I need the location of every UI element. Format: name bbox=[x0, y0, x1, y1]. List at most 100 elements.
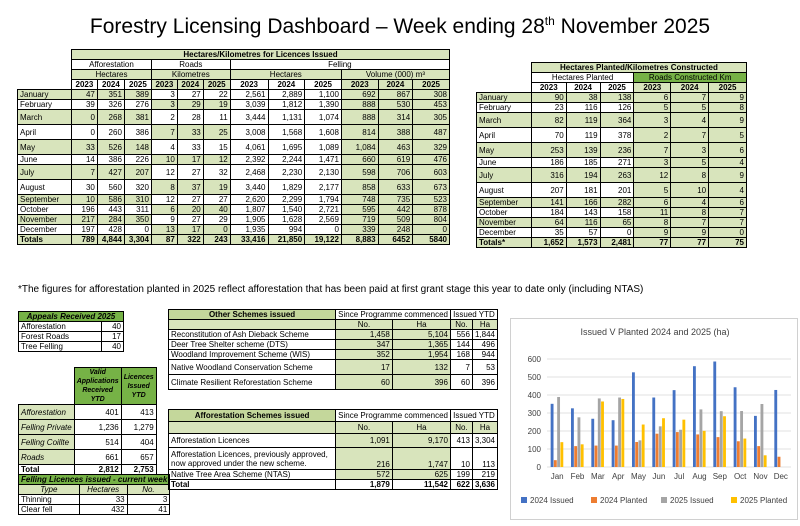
cell: 572 bbox=[335, 469, 393, 480]
month-label: October bbox=[476, 207, 532, 218]
cell: 70 bbox=[530, 127, 567, 143]
month-label: May bbox=[476, 142, 532, 158]
cell: 8 bbox=[670, 167, 710, 183]
cell: 10 bbox=[70, 194, 98, 205]
year-header: 2024 bbox=[176, 79, 204, 90]
total-cell: 243 bbox=[202, 234, 231, 245]
row-label: Afforestation Licences bbox=[167, 433, 337, 448]
cell: 388 bbox=[377, 124, 414, 140]
cell: 944 bbox=[471, 349, 499, 360]
bar-2025-issued bbox=[618, 397, 622, 467]
cell: 326 bbox=[96, 99, 125, 110]
cell: 33 bbox=[70, 139, 98, 155]
cell: 2,569 bbox=[304, 214, 342, 225]
row-label: Roads bbox=[18, 449, 75, 465]
cell: 168 bbox=[449, 349, 473, 360]
table-row: March 0 268 381 2 28 11 3,444 1,131 1,074 888 314 30… bbox=[17, 109, 450, 125]
cell: 2,244 bbox=[267, 154, 306, 165]
table-row: February 39 326 276 3 29 19 3,039 1,812 1,390 888 5… bbox=[17, 99, 450, 110]
y-tick-label: 600 bbox=[528, 355, 542, 364]
table-row: June 186 185 271 3 5 4 bbox=[476, 157, 747, 168]
table-row: November 217 284 350 9 27 29 1,905 1,628 2,569 719… bbox=[17, 214, 450, 225]
table-row: Native Woodland Conservation Scheme 17 132… bbox=[167, 359, 499, 375]
bar-2024-planted bbox=[635, 441, 639, 467]
cell: 595 bbox=[340, 204, 379, 215]
cell: 1,747 bbox=[391, 447, 451, 470]
cell: 1,540 bbox=[267, 204, 306, 215]
year-header: 2025 bbox=[708, 82, 747, 93]
bar-2025-planted bbox=[641, 424, 645, 467]
cell: 2 bbox=[633, 127, 672, 143]
cell: 858 bbox=[340, 179, 379, 195]
cell: 413 bbox=[120, 404, 157, 420]
year-header: 2023 bbox=[70, 79, 98, 90]
row-label: Felling Private bbox=[18, 419, 75, 435]
cell: 523 bbox=[412, 194, 450, 205]
total-cell: 3,304 bbox=[123, 234, 152, 245]
cell: 12 bbox=[202, 154, 231, 165]
cell: 364 bbox=[599, 112, 635, 128]
cell: 27 bbox=[176, 89, 204, 100]
cell: 6 bbox=[633, 92, 672, 103]
cell: 305 bbox=[412, 109, 450, 125]
row-label: Native Tree Area Scheme (NTAS) bbox=[167, 469, 337, 480]
bar-2024-planted bbox=[553, 460, 557, 467]
chart-svg: Issued V Planted 2024 and 2025 (ha) 0 100 2… bbox=[521, 327, 791, 505]
total-cell: 21,850 bbox=[267, 234, 306, 245]
cell: 60 bbox=[449, 374, 473, 390]
row-label: Afforestation Licences, previously appro… bbox=[167, 447, 337, 470]
total-cell: 1,652 bbox=[530, 237, 567, 248]
bar-2025-planted bbox=[560, 442, 564, 467]
cell: 28 bbox=[176, 109, 204, 125]
cell: 199 bbox=[449, 469, 473, 480]
cell: 263 bbox=[599, 167, 635, 183]
cell: 7 bbox=[70, 164, 98, 180]
cell: 60 bbox=[335, 374, 393, 390]
bar-2024-issued bbox=[713, 361, 717, 467]
cell: 9 bbox=[633, 227, 672, 238]
cell: 194 bbox=[565, 167, 601, 183]
totals-label: Totals* bbox=[476, 237, 532, 248]
cell: 19 bbox=[202, 99, 231, 110]
row-label: Reconstitution of Ash Dieback Scheme bbox=[167, 329, 337, 340]
total-cell: 789 bbox=[70, 234, 98, 245]
bar-2025-planted bbox=[662, 418, 665, 467]
cell: 38 bbox=[565, 92, 601, 103]
cell: 5 bbox=[670, 102, 710, 113]
cell: 804 bbox=[412, 214, 450, 225]
cell: 17 bbox=[176, 154, 204, 165]
month-label: November bbox=[17, 214, 72, 225]
table-row: April 0 260 386 7 33 25 3,008 1,568 1,608 814 388 48… bbox=[17, 124, 450, 140]
bar-2024-issued bbox=[774, 389, 778, 467]
bar-2024-planted bbox=[574, 446, 578, 467]
cell: 90 bbox=[530, 92, 567, 103]
x-tick-label: Mar bbox=[591, 472, 605, 481]
cell: 33 bbox=[176, 124, 204, 140]
year-header: 2023 bbox=[340, 79, 379, 90]
cell: 735 bbox=[377, 194, 414, 205]
cell: 11 bbox=[633, 207, 672, 218]
cell: 2,392 bbox=[229, 154, 269, 165]
legend-swatch bbox=[521, 497, 527, 503]
cell: 143 bbox=[565, 207, 601, 218]
cell: 207 bbox=[123, 164, 152, 180]
cell: 2,620 bbox=[229, 194, 269, 205]
cell: 185 bbox=[565, 157, 601, 168]
cell: 4 bbox=[150, 139, 178, 155]
table-row: December 197 428 0 13 17 0 1,935 994 0 339 248 0 bbox=[17, 224, 450, 235]
row-label: Climate Resilient Reforestation Scheme bbox=[167, 374, 337, 390]
total-cell: 3,636 bbox=[471, 479, 499, 490]
table-row: August 207 181 201 5 10 4 bbox=[476, 182, 747, 198]
cell: 113 bbox=[471, 447, 499, 470]
cell: 386 bbox=[123, 124, 152, 140]
bar-2025-issued bbox=[740, 411, 744, 467]
month-label: July bbox=[476, 167, 532, 183]
cell: 1,844 bbox=[471, 329, 499, 340]
cell: 2,177 bbox=[304, 179, 342, 195]
cell: 216 bbox=[335, 447, 393, 470]
cell: 166 bbox=[565, 197, 601, 208]
cell: 7 bbox=[708, 207, 747, 218]
cell: 29 bbox=[176, 99, 204, 110]
totals-row: Total 2,812 2,753 bbox=[18, 464, 157, 475]
y-tick-label: 200 bbox=[528, 427, 542, 436]
